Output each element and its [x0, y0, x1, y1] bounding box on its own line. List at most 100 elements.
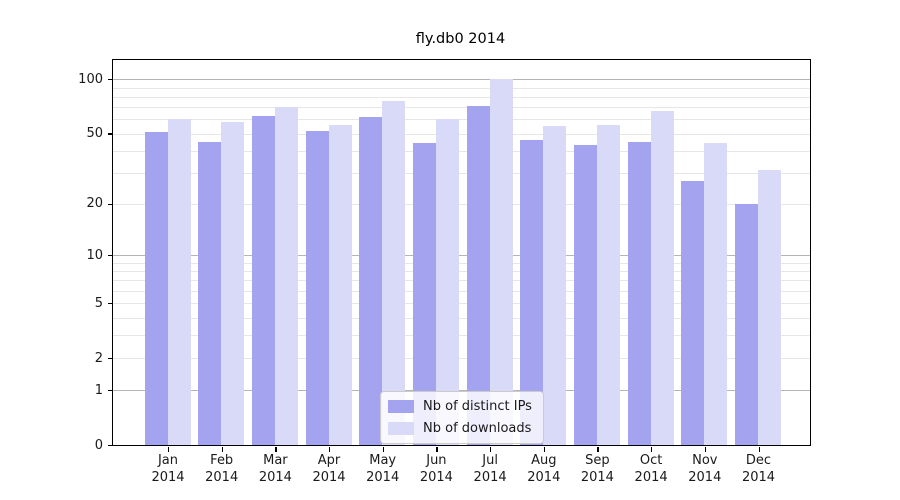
- x-tick-mark: [597, 447, 599, 452]
- legend-swatch-downloads: [388, 422, 414, 435]
- gridline-minor: [113, 335, 810, 337]
- bar-downloads-sep: [596, 124, 620, 445]
- x-tick-month: Jan: [157, 453, 179, 468]
- y-tick-label: 100: [78, 71, 103, 87]
- y-tick-mark: [108, 203, 113, 205]
- x-tick-label: Jan 2014: [138, 453, 198, 486]
- y-tick-label: 50: [86, 126, 103, 141]
- gridline-major: [113, 79, 810, 81]
- x-tick-mark: [221, 447, 223, 452]
- gridline-minor: [113, 262, 810, 264]
- bar-downloads-feb: [221, 122, 245, 445]
- legend-swatch-distinct-ips: [388, 400, 414, 413]
- bar-distinct-ips-jan: [144, 132, 168, 445]
- x-tick-month: Feb: [210, 453, 234, 468]
- y-tick-mark: [108, 444, 113, 447]
- gridline-minor: [113, 270, 810, 272]
- x-tick-year: 2014: [419, 469, 453, 485]
- x-tick-month: Sep: [585, 453, 610, 468]
- x-tick-label: Mar 2014: [245, 453, 305, 486]
- y-tick-label: 2: [94, 350, 103, 366]
- y-tick-label: 0: [94, 437, 103, 453]
- x-tick-year: 2014: [473, 469, 507, 485]
- x-tick-month: Aug: [531, 453, 557, 468]
- x-tick-mark: [651, 447, 653, 452]
- bar-downloads-nov: [704, 143, 728, 445]
- x-tick-year: 2014: [366, 469, 400, 485]
- bar-distinct-ips-may: [359, 116, 383, 445]
- gridline-minor: [113, 317, 810, 319]
- x-tick-month: Nov: [692, 453, 718, 468]
- x-tick-label: May 2014: [353, 453, 413, 486]
- gridline-minor: [113, 107, 810, 109]
- bar-downloads-jun: [435, 119, 459, 445]
- bar-distinct-ips-aug: [520, 140, 544, 445]
- y-tick-mark: [108, 357, 113, 360]
- x-tick-mark: [704, 447, 707, 452]
- bar-distinct-ips-feb: [198, 141, 222, 445]
- y-tick-label: 1: [94, 382, 103, 398]
- x-tick-mark: [436, 447, 438, 452]
- x-tick-label: Dec 2014: [729, 453, 789, 486]
- gridline-minor: [113, 173, 810, 174]
- gridline-major: [113, 390, 810, 392]
- y-tick-mark: [108, 79, 113, 81]
- legend-item-distinct-ips: Nb of distinct IPs: [388, 399, 532, 414]
- x-tick-year: 2014: [205, 469, 239, 485]
- x-tick-month: Oct: [639, 453, 663, 468]
- bar-distinct-ips-oct: [627, 141, 651, 445]
- plot-area: Nb of distinct IPs Nb of downloads: [112, 59, 811, 446]
- x-tick-month: Mar: [263, 453, 288, 468]
- bar-downloads-may: [382, 100, 406, 445]
- bar-downloads-dec: [758, 170, 781, 445]
- x-tick-label: Jun 2014: [406, 453, 466, 486]
- x-tick-label: Aug 2014: [514, 453, 574, 486]
- x-tick-month: Jun: [426, 453, 447, 468]
- bar-downloads-jul: [489, 79, 513, 445]
- gridline-minor: [113, 290, 810, 292]
- gridline-minor: [113, 119, 810, 121]
- x-tick-mark: [543, 447, 546, 452]
- x-tick-label: Jul 2014: [460, 453, 520, 486]
- x-tick-year: 2014: [634, 469, 668, 485]
- y-tick-mark: [108, 254, 113, 257]
- bar-distinct-ips-mar: [251, 115, 275, 445]
- x-tick-year: 2014: [527, 469, 561, 485]
- chart-title: fly.db0 2014: [415, 31, 506, 47]
- x-tick-year: 2014: [151, 469, 185, 485]
- y-tick-mark: [108, 133, 113, 135]
- y-tick-label: 10: [86, 247, 103, 263]
- gridline-minor: [113, 87, 810, 89]
- gridline-major: [113, 255, 810, 256]
- bar-downloads-mar: [274, 107, 298, 445]
- x-tick-mark: [758, 447, 760, 452]
- bar-distinct-ips-sep: [573, 145, 597, 445]
- gridline-minor: [113, 303, 810, 305]
- x-tick-month: Apr: [317, 453, 341, 468]
- bar-downloads-apr: [328, 124, 352, 445]
- x-tick-year: 2014: [258, 469, 292, 485]
- y-tick-label: 20: [86, 196, 103, 212]
- x-tick-year: 2014: [580, 469, 614, 485]
- x-tick-label: Apr 2014: [299, 453, 359, 486]
- legend-label-distinct-ips: Nb of distinct IPs: [423, 399, 532, 414]
- gridline-minor: [113, 280, 810, 282]
- x-tick-label: Nov 2014: [675, 453, 735, 486]
- gridline-minor: [113, 133, 810, 135]
- legend-item-downloads: Nb of downloads: [388, 421, 532, 436]
- x-tick-year: 2014: [741, 469, 776, 485]
- gridline-minor: [113, 150, 810, 152]
- y-tick-label: 5: [94, 295, 103, 311]
- x-tick-label: Sep 2014: [567, 453, 627, 486]
- bar-downloads-aug: [543, 126, 567, 445]
- gridline-minor: [113, 358, 810, 359]
- x-tick-mark: [168, 447, 170, 452]
- x-tick-month: Dec: [745, 453, 772, 468]
- x-tick-mark: [490, 447, 492, 452]
- bar-distinct-ips-apr: [305, 130, 329, 445]
- x-tick-month: Jul: [482, 453, 498, 468]
- y-tick-mark: [108, 389, 113, 392]
- bar-downloads-jan: [167, 119, 191, 445]
- x-tick-mark: [382, 447, 384, 452]
